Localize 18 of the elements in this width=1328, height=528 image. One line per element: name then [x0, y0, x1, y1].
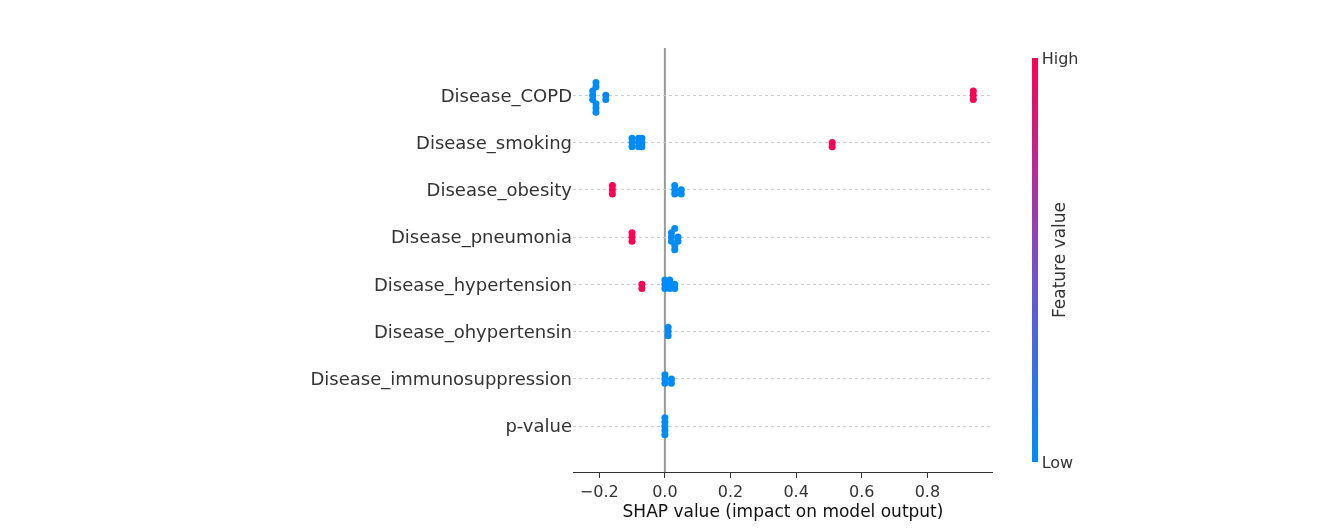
x-tick-label: 0.6: [849, 482, 875, 502]
y-tick-label: Disease_obesity: [426, 179, 573, 202]
color-bar-label: Low: [1041, 452, 1074, 472]
y-tick-label: Disease_smoking: [416, 131, 572, 154]
x-tick-label: 0.8: [914, 482, 941, 502]
x-tick-label: 0.0: [652, 482, 678, 502]
y-tick-label: Disease_ohypertensin: [373, 320, 572, 343]
y-tick-label: Disease_pneumonia: [390, 226, 572, 249]
x-axis-title: SHAP value (impact on model output): [622, 501, 944, 522]
y-tick-label: Disease_COPD: [440, 84, 572, 107]
color-bar-label: High: [1041, 48, 1079, 68]
x-tick-label: 0.2: [717, 482, 744, 502]
y-tick-label: Disease_immunosuppression: [310, 368, 572, 391]
x-tick-label: −0.2: [579, 482, 619, 502]
y-tick-label: Disease_hypertension: [373, 273, 572, 296]
y-tick-label: p-value: [505, 415, 572, 437]
x-tick-label: 0.4: [783, 482, 809, 502]
color-bar-title: Feature value: [1049, 201, 1070, 319]
